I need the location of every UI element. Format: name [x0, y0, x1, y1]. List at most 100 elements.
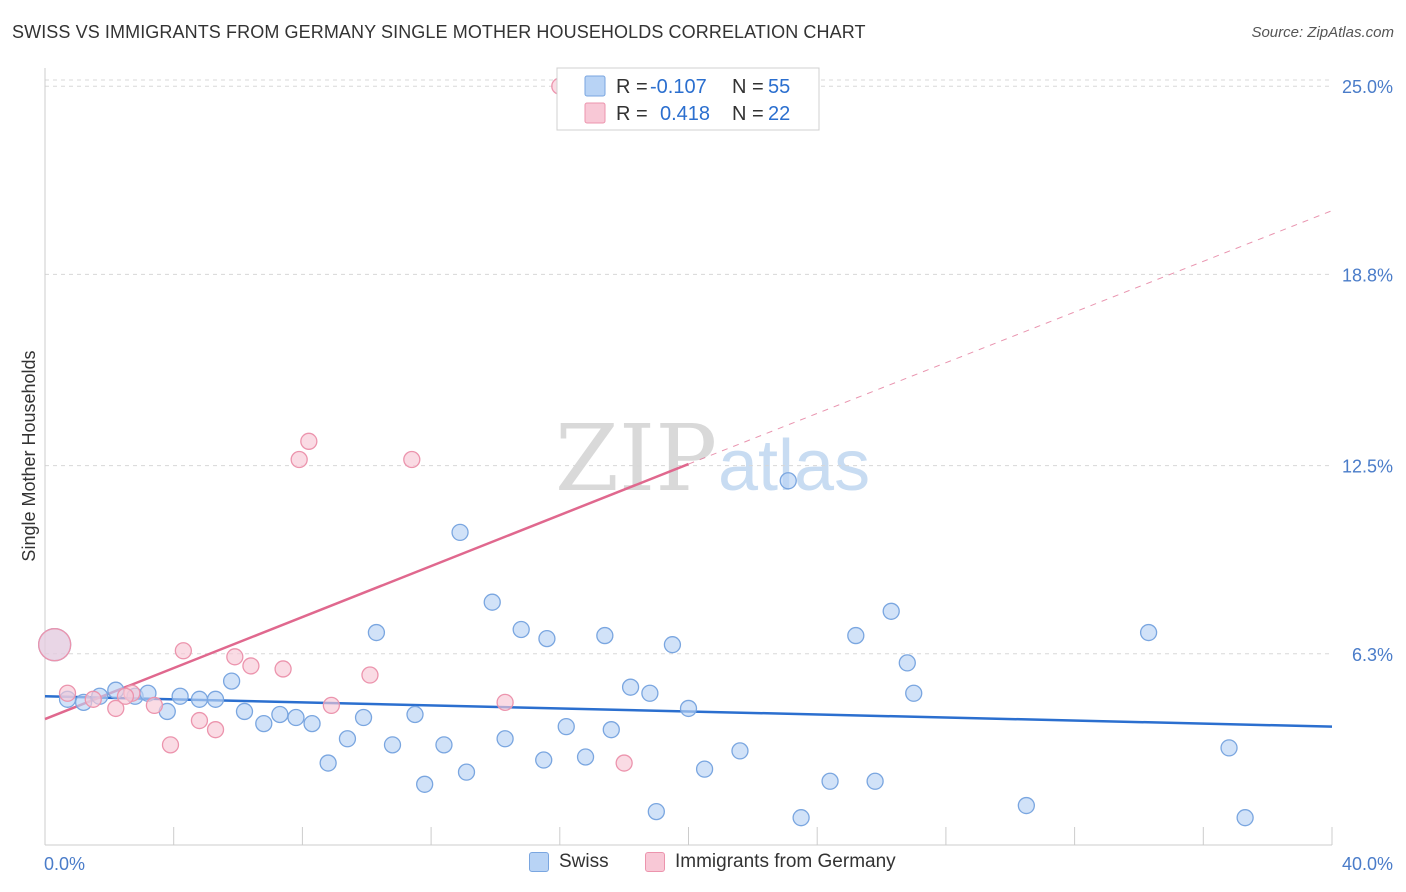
- point-germany: [403, 450, 421, 469]
- legend-germany-n-value: 22: [768, 103, 790, 125]
- y-tick-labels: 6.3% 12.5% 18.8% 25.0%: [1342, 77, 1393, 665]
- legend-swatch-germany: [584, 102, 606, 124]
- point-germany: [190, 711, 209, 730]
- point-swiss: [222, 672, 241, 690]
- point-swiss: [190, 690, 209, 708]
- point-germany: [58, 684, 77, 702]
- point-germany: [496, 693, 514, 711]
- point-germany: [274, 660, 292, 678]
- point-germany: [322, 696, 341, 715]
- point-swiss: [1220, 739, 1238, 757]
- point-swiss: [882, 602, 900, 620]
- point-swiss: [1139, 623, 1158, 642]
- point-germany: [161, 736, 180, 754]
- y-tick-label: 18.8%: [1342, 265, 1393, 285]
- point-swiss: [338, 730, 357, 748]
- point-swiss: [538, 629, 556, 648]
- point-swiss: [406, 705, 424, 724]
- point-swiss: [383, 736, 402, 754]
- legend-swiss-r-value: -0.107: [650, 76, 707, 98]
- stats-legend: R = -0.107 N = 55 R = 0.418 N = 22: [556, 67, 820, 131]
- point-swiss: [695, 760, 714, 778]
- point-swiss: [354, 708, 373, 727]
- bottom-legend-germany-label: Immigrants from Germany: [675, 851, 896, 872]
- chart-source: Source: ZipAtlas.com: [1251, 24, 1394, 41]
- x-ticks: [44, 827, 1333, 845]
- point-germany: [145, 696, 164, 715]
- point-swiss: [898, 654, 916, 672]
- point-swiss: [596, 626, 614, 645]
- point-swiss: [731, 742, 749, 760]
- y-tick-label: 12.5%: [1342, 457, 1393, 477]
- bottom-legend-swiss-label: Swiss: [559, 851, 609, 872]
- point-germany: [107, 699, 125, 718]
- legend-germany-n-label: N =: [732, 103, 764, 125]
- point-germany: [300, 432, 318, 450]
- point-swiss: [779, 472, 797, 490]
- legend-swiss-n-value: 55: [768, 76, 790, 98]
- point-swiss: [171, 687, 189, 705]
- legend-swiss-r-label: R =: [616, 76, 648, 98]
- point-swiss: [576, 748, 595, 766]
- y-axis-title: Single Mother Households: [19, 350, 39, 561]
- point-swiss: [235, 702, 254, 721]
- point-swiss: [367, 623, 386, 642]
- x-tick-label-max: 40.0%: [1342, 854, 1393, 874]
- legend-swatch-swiss: [584, 75, 606, 97]
- watermark-zip: ZIP: [555, 405, 717, 512]
- point-swiss: [1236, 809, 1254, 827]
- x-tick-label-min: 0.0%: [44, 854, 85, 874]
- point-swiss: [435, 736, 453, 754]
- point-swiss: [496, 730, 514, 748]
- point-germany: [174, 642, 193, 660]
- point-swiss: [679, 699, 698, 718]
- chart-title: SWISS VS IMMIGRANTS FROM GERMANY SINGLE …: [12, 22, 866, 42]
- bottom-legend-germany-swatch: [645, 852, 665, 872]
- legend-germany-r-label: R =: [616, 103, 648, 125]
- grid-lines: [45, 79, 1332, 655]
- point-germany: [38, 628, 72, 662]
- trendline-germany-extension: [688, 210, 1333, 465]
- point-swiss: [663, 636, 682, 654]
- point-swiss: [319, 754, 337, 772]
- point-germany: [242, 657, 260, 675]
- point-swiss: [255, 714, 273, 733]
- point-swiss: [847, 626, 865, 645]
- bottom-legend-germany: Immigrants from Germany: [645, 851, 896, 873]
- point-swiss: [647, 802, 665, 821]
- point-germany: [226, 648, 244, 666]
- y-tick-label: 25.0%: [1342, 77, 1393, 97]
- legend-germany-r-value: 0.418: [660, 103, 710, 125]
- point-swiss: [602, 721, 620, 739]
- legend-swiss-n-label: N =: [732, 76, 764, 98]
- point-germany: [361, 666, 379, 684]
- point-swiss: [451, 523, 469, 542]
- point-germany: [206, 721, 225, 739]
- point-swiss: [1017, 796, 1035, 815]
- point-swiss: [792, 809, 810, 827]
- point-swiss: [483, 593, 501, 611]
- point-swiss: [866, 772, 884, 790]
- point-swiss: [271, 705, 289, 724]
- point-germany: [615, 754, 633, 772]
- point-swiss: [206, 690, 225, 708]
- point-swiss: [535, 751, 553, 769]
- bottom-legend-swiss: Swiss: [529, 851, 609, 873]
- point-swiss: [303, 714, 321, 733]
- point-germany: [116, 687, 135, 705]
- trendline-germany: [44, 462, 689, 721]
- point-swiss: [416, 775, 434, 793]
- point-swiss: [457, 763, 476, 781]
- point-swiss: [905, 684, 923, 702]
- y-tick-label: 6.3%: [1352, 645, 1393, 665]
- point-swiss: [621, 678, 640, 696]
- point-swiss: [557, 717, 575, 736]
- point-swiss: [512, 620, 530, 639]
- point-swiss: [287, 708, 305, 727]
- point-germany: [290, 450, 308, 469]
- point-germany: [84, 690, 102, 708]
- point-swiss: [821, 772, 839, 790]
- bottom-legend-swiss-swatch: [529, 852, 549, 872]
- data-points: [38, 77, 1254, 827]
